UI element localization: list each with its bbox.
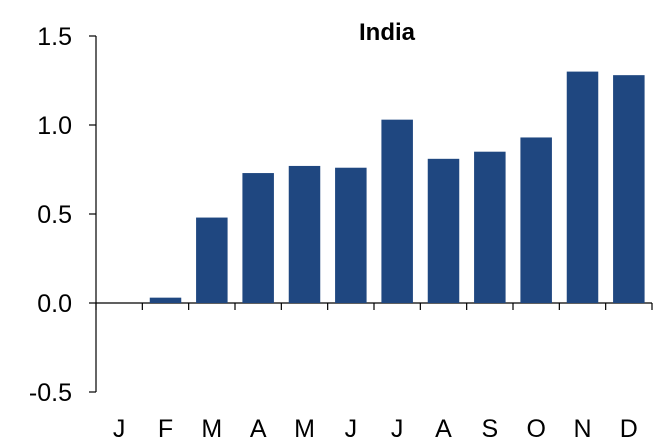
x-tick-label: J (345, 415, 358, 443)
bar-9 (474, 151, 506, 303)
bar-3 (196, 217, 228, 303)
x-tick-label: N (573, 415, 591, 443)
bars (149, 71, 645, 303)
bar-4 (242, 173, 274, 303)
bar-8 (427, 158, 460, 303)
y-tick-label: 0.0 (37, 290, 72, 318)
bar-12 (613, 75, 645, 303)
y-tick-label: 1.0 (37, 112, 72, 140)
y-tick-label: -0.5 (29, 379, 72, 407)
x-tick-label: F (158, 415, 173, 443)
x-axis (95, 302, 653, 310)
x-tick-label: J (391, 415, 404, 443)
x-tick-label: A (250, 415, 267, 443)
x-tick-label: O (526, 415, 545, 443)
bar-2 (149, 297, 182, 303)
x-tick-label: M (201, 415, 222, 443)
y-tick-label: 0.5 (37, 201, 72, 229)
bar-6 (335, 167, 367, 303)
bar-10 (520, 137, 552, 303)
y-axis (89, 35, 97, 393)
x-tick-label: S (481, 415, 498, 443)
x-tick-label: J (113, 415, 126, 443)
x-tick-label: A (435, 415, 452, 443)
y-axis-labels: 1.5 1.0 0.5 0.0 -0.5 (29, 23, 72, 407)
x-tick-label: D (620, 415, 638, 443)
bar-11 (566, 71, 599, 303)
bar-5 (288, 165, 321, 303)
chart-title: India (359, 19, 416, 46)
bar-7 (381, 119, 413, 303)
y-tick-label: 1.5 (37, 23, 72, 51)
x-tick-label: M (294, 415, 315, 443)
